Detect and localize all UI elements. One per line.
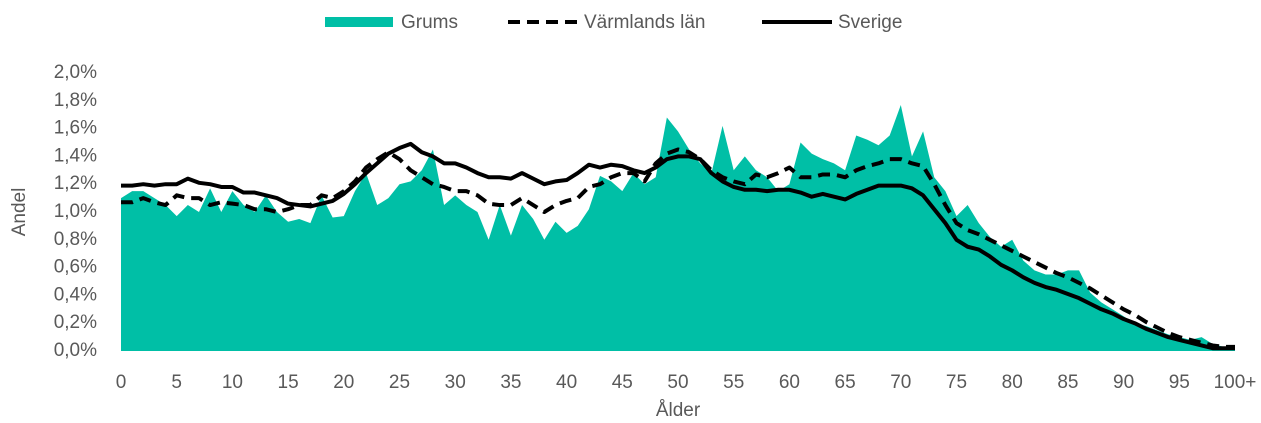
x-tick-label: 45 [612,372,633,393]
x-tick-label: 75 [946,372,967,393]
y-tick-label: 0,0% [54,340,97,361]
x-axis-label: Ålder [656,400,701,421]
y-tick-label: 1,4% [54,145,97,166]
area [121,104,1235,351]
x-tick-label: 65 [835,372,856,393]
x-tick-label: 50 [667,372,688,393]
y-tick-label: 1,8% [54,90,97,111]
y-tick-label: 2,0% [54,62,97,83]
x-tick-label: 100+ [1214,372,1257,393]
y-tick-label: 0,4% [54,284,97,305]
x-tick-label: 40 [556,372,577,393]
x-tick-label: 30 [445,372,466,393]
x-tick-label: 80 [1002,372,1023,393]
y-axis-label: Andel [9,188,30,237]
x-tick-label: 70 [890,372,911,393]
legend-label: Värmlands län [584,12,705,33]
legend-label: Sverige [838,12,902,33]
x-tick-label: 35 [500,372,521,393]
y-tick-label: 0,6% [54,257,97,278]
x-tick-label: 15 [278,372,299,393]
legend-label: Grums [401,12,458,33]
x-tick-label: 55 [723,372,744,393]
y-tick-label: 0,2% [54,312,97,333]
legend-swatch [325,17,393,27]
x-tick-label: 20 [333,372,354,393]
x-tick-label: 90 [1113,372,1134,393]
y-tick-label: 1,6% [54,118,97,139]
y-tick-label: 1,0% [54,201,97,222]
line [121,141,1235,351]
x-tick-label: 95 [1169,372,1190,393]
x-tick-label: 25 [389,372,410,393]
x-tick-label: 85 [1057,372,1078,393]
x-tick-label: 10 [222,372,243,393]
x-tick-label: 60 [779,372,800,393]
y-tick-label: 1,2% [54,173,97,194]
x-tick-label: 0 [116,372,127,393]
y-tick-label: 0,8% [54,229,97,250]
x-tick-label: 5 [171,372,182,393]
